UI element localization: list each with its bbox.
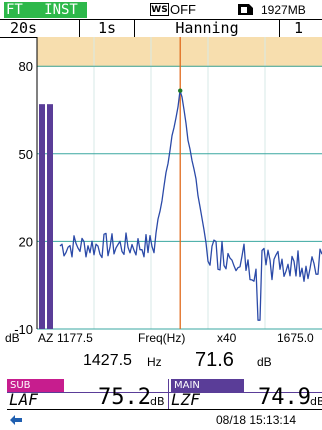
mode-ft-badge[interactable]: FT bbox=[4, 2, 36, 18]
freq-axis-label: Freq(Hz) bbox=[138, 331, 186, 345]
ws-status: OFF bbox=[170, 2, 196, 17]
sub-weighting: LAF bbox=[9, 390, 38, 409]
main-weighting: LZF bbox=[171, 390, 200, 409]
y-tick-label: -10 bbox=[14, 322, 33, 337]
y-tick-label: 50 bbox=[19, 147, 33, 162]
main-value: 74.9 bbox=[258, 385, 311, 410]
y-tick-labels: 80 50 20 -10 bbox=[14, 59, 33, 337]
panel-divider-bottom bbox=[7, 409, 322, 410]
main-panel-label[interactable]: MAIN bbox=[171, 379, 244, 392]
memory-remaining: 1927MB bbox=[261, 3, 306, 17]
main-unit: dB bbox=[310, 395, 322, 408]
zoom-label[interactable]: x40 bbox=[217, 331, 237, 345]
spectrum-line bbox=[59, 90, 322, 321]
x-end-label: 1675.0 bbox=[277, 331, 314, 345]
plot-background bbox=[37, 37, 322, 329]
az-axis-label: AZ bbox=[38, 331, 54, 345]
date-time: 08/18 15:13:14 bbox=[216, 413, 297, 427]
y-tick-label: 80 bbox=[19, 59, 33, 74]
status-bar: FT INST WS OFF 1927MB bbox=[0, 0, 322, 19]
window-setting[interactable]: Hanning bbox=[135, 20, 280, 37]
extra-setting[interactable]: 1 bbox=[294, 19, 304, 37]
sub-unit: dB bbox=[150, 395, 165, 408]
panel-divider-middle bbox=[168, 379, 169, 409]
overall-bar-z bbox=[47, 104, 53, 329]
top-band bbox=[37, 37, 322, 67]
axis-caption: dB AZ 1177.5 Freq(Hz) x40 1675.0 bbox=[0, 331, 322, 346]
db-axis-label: dB bbox=[5, 331, 20, 345]
marker-frequency: 1427.5 bbox=[83, 352, 132, 369]
marker-level: 71.6 bbox=[195, 349, 234, 371]
panel-divider-top bbox=[7, 392, 322, 393]
peak-marker bbox=[178, 88, 183, 93]
overall-bars bbox=[39, 104, 53, 329]
sub-panel-label[interactable]: SUB bbox=[7, 379, 64, 392]
ws-icon: WS bbox=[150, 3, 169, 16]
settings-row: 20s 1s Hanning 1 bbox=[0, 19, 322, 38]
overall-bar-a bbox=[39, 104, 45, 329]
sd-card-icon bbox=[238, 4, 253, 15]
marker-level-unit: dB bbox=[257, 355, 272, 369]
sub-value: 75.2 bbox=[98, 385, 151, 410]
interval-setting[interactable]: 1s bbox=[80, 20, 135, 37]
spectrum-chart[interactable]: 80 50 20 -10 bbox=[0, 37, 322, 337]
mode-inst-badge[interactable]: INST bbox=[35, 2, 87, 18]
y-tick-label: 20 bbox=[19, 234, 33, 249]
time-setting[interactable]: 20s bbox=[0, 20, 80, 37]
marker-readout: 1427.5 Hz 71.6 dB bbox=[0, 349, 322, 371]
x-start-label: 1177.5 bbox=[57, 331, 93, 345]
battery-plug-icon bbox=[10, 415, 22, 425]
marker-frequency-unit: Hz bbox=[147, 355, 162, 369]
